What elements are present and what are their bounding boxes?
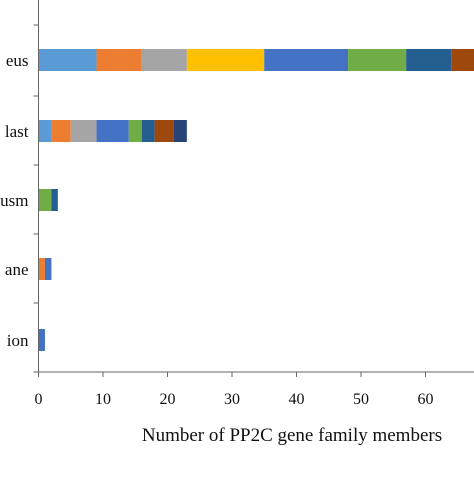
bar-segment-eus-4: [187, 49, 264, 71]
bar-segment-ion-5: [39, 329, 45, 351]
bar-segment-last-1: [39, 120, 52, 142]
x-tick-label: 10: [95, 391, 111, 408]
bar-segment-last-9: [174, 120, 187, 142]
x-tick-label: 40: [289, 391, 305, 408]
x-tick-label: 60: [418, 391, 434, 408]
x-tick-label: 20: [160, 391, 176, 408]
bar-segment-eus-8: [451, 49, 474, 71]
y-tick-label: eus: [6, 51, 29, 70]
bar-segment-last-2: [51, 120, 70, 142]
bar-segment-eus-2: [97, 49, 142, 71]
x-tick-label: 50: [353, 391, 369, 408]
bar-segment-eus-3: [142, 49, 187, 71]
bar-segment-usm-6: [39, 189, 52, 211]
bar-segment-ane-5: [45, 258, 51, 280]
x-tick-label: 0: [35, 391, 43, 408]
bar-segment-eus-1: [39, 49, 97, 71]
bar-segment-last-7: [142, 120, 155, 142]
y-tick-label: last: [5, 122, 29, 141]
bar-segment-usm-7: [51, 189, 57, 211]
bar-segment-last-8: [155, 120, 174, 142]
bar-segment-eus-7: [406, 49, 451, 71]
bar-segment-eus-5: [264, 49, 348, 71]
y-tick-label: ane: [5, 260, 29, 279]
y-tick-label: ion: [7, 331, 29, 350]
bar-segment-eus-6: [348, 49, 406, 71]
bar-segment-last-3: [71, 120, 97, 142]
bar-segment-ane-2: [39, 258, 45, 280]
bar-segment-last-6: [129, 120, 142, 142]
x-tick-label: 30: [224, 391, 240, 408]
bar-segment-last-5: [97, 120, 129, 142]
bar-layer: [39, 49, 474, 351]
x-axis-title: Number of PP2C gene family members: [142, 425, 442, 446]
y-tick-label: usm: [0, 191, 28, 210]
